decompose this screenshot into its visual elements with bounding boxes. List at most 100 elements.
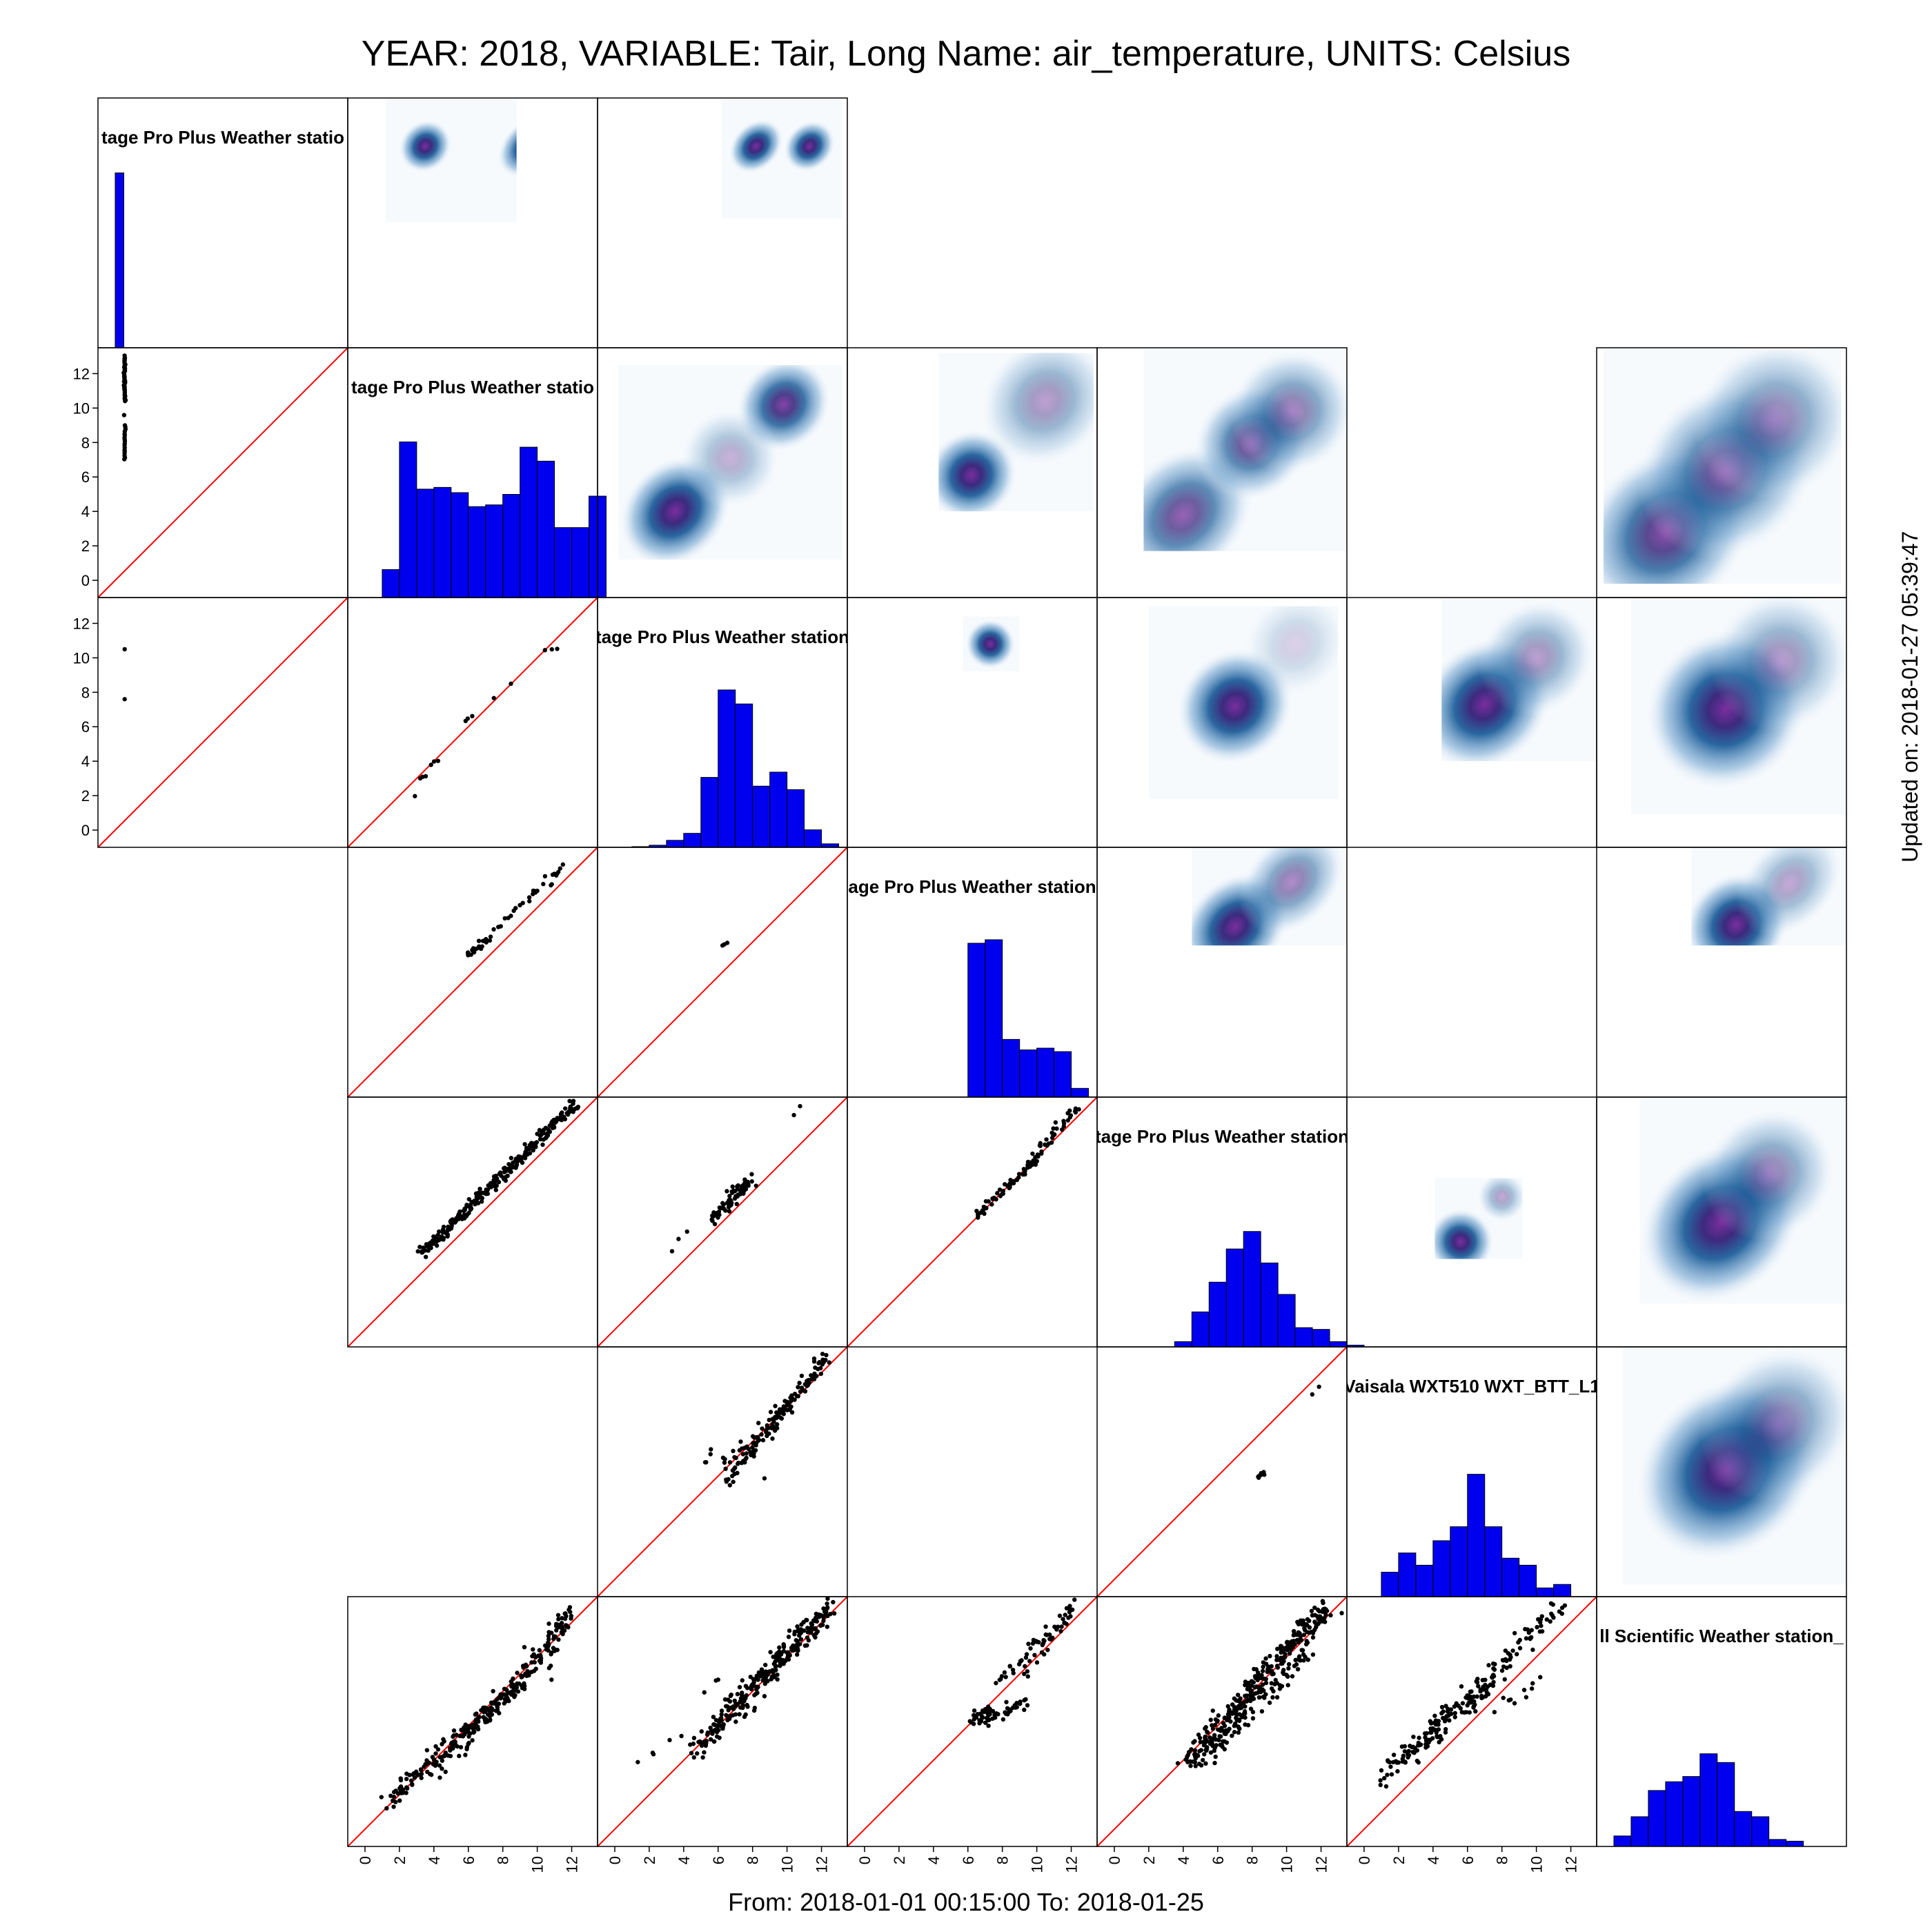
x-tick-label: 2 [1141,1856,1158,1864]
density-blob [680,408,780,508]
data-point [430,1238,435,1243]
data-point [531,1141,537,1146]
data-point [567,1098,572,1103]
data-point [1044,1137,1049,1142]
data-point [453,1220,457,1225]
data-point [1503,1648,1508,1653]
data-point [1230,1733,1234,1738]
data-point [753,1183,759,1188]
y-tick-label: 12 [73,615,90,632]
data-point [1061,1617,1065,1621]
data-point [1315,1614,1320,1619]
data-point [719,1712,724,1717]
data-point [718,1724,723,1728]
data-point [476,944,482,949]
x-tick-label: 2 [641,1856,658,1864]
data-point [538,1132,544,1138]
diagonal-label-group: tage Pro Plus Weather station [1097,1126,1347,1147]
y-tick-label: 2 [81,538,90,555]
data-point [1274,1654,1279,1659]
data-point [805,1643,809,1648]
identity-line [97,347,348,598]
data-point [1025,1703,1030,1708]
data-point [491,927,496,932]
data-point [828,1611,833,1617]
data-point [789,1397,794,1402]
data-point [1007,1664,1012,1669]
data-point [792,1629,798,1635]
data-point [760,1426,765,1431]
data-point [1401,1753,1406,1758]
histogram-bar [1208,1281,1227,1348]
data-point [475,1201,481,1205]
x-tick-label: 6 [710,1856,727,1864]
data-point [1236,1718,1242,1724]
data-point [1430,1736,1435,1741]
data-point [1301,1658,1306,1663]
histogram-bar [115,172,124,348]
data-point [1011,1670,1016,1676]
data-point [1263,1662,1269,1666]
data-point [790,1648,796,1653]
data-point [727,1460,733,1465]
data-point [1200,1757,1205,1763]
panel-border [1596,1596,1847,1847]
data-point [986,1723,991,1728]
x-tick-label: 12 [1063,1856,1081,1873]
data-point [698,1739,702,1744]
data-point [1039,1149,1044,1154]
data-point [1243,1693,1248,1699]
data-point [1022,1707,1027,1713]
data-point [1188,1764,1193,1768]
data-point [974,1208,979,1214]
x-tick-label: 4 [1425,1856,1442,1864]
data-point [1467,1710,1472,1715]
data-point [1517,1637,1522,1643]
data-point [789,1404,793,1409]
data-point [1514,1652,1519,1657]
y-tick-label: 10 [73,400,90,417]
density-region [1435,1178,1523,1259]
data-point [769,1677,773,1682]
data-point [504,1696,509,1702]
data-point [809,1621,814,1626]
data-point [1268,1653,1272,1659]
data-point [722,1697,728,1702]
data-point [410,1782,415,1787]
density-panel [1441,598,1597,762]
density-region [1143,348,1347,551]
data-point [801,1619,806,1625]
data-point [740,1703,746,1708]
data-point [720,1201,725,1205]
data-point [1452,1711,1457,1716]
histogram-bar [1665,1781,1684,1847]
data-point [1185,1754,1190,1759]
data-point [762,1476,767,1481]
data-point [404,1791,408,1795]
data-point [650,1751,656,1755]
data-point [1210,1708,1215,1713]
data-point [723,1466,728,1471]
data-point [464,1203,469,1208]
data-point [786,1657,791,1662]
data-point [1033,1162,1038,1167]
scatter-panel [1378,1601,1568,1789]
histogram-bar [1536,1587,1555,1597]
data-point [812,1626,817,1632]
data-point [523,1671,528,1676]
data-point [488,934,493,939]
diagonal-label: tage Pro Plus Weather station [595,627,849,647]
data-point [1016,1172,1022,1176]
data-point [1269,1664,1274,1669]
density-blob [1700,1347,1846,1502]
data-point [424,1758,429,1763]
histogram-bar [666,840,684,848]
data-point [551,1636,556,1642]
density-panel [1630,598,1846,815]
data-point [1429,1726,1434,1732]
data-point [724,940,730,945]
data-point [391,1798,395,1803]
data-point [1322,1606,1327,1611]
data-point [765,1679,770,1684]
data-point [549,647,554,652]
